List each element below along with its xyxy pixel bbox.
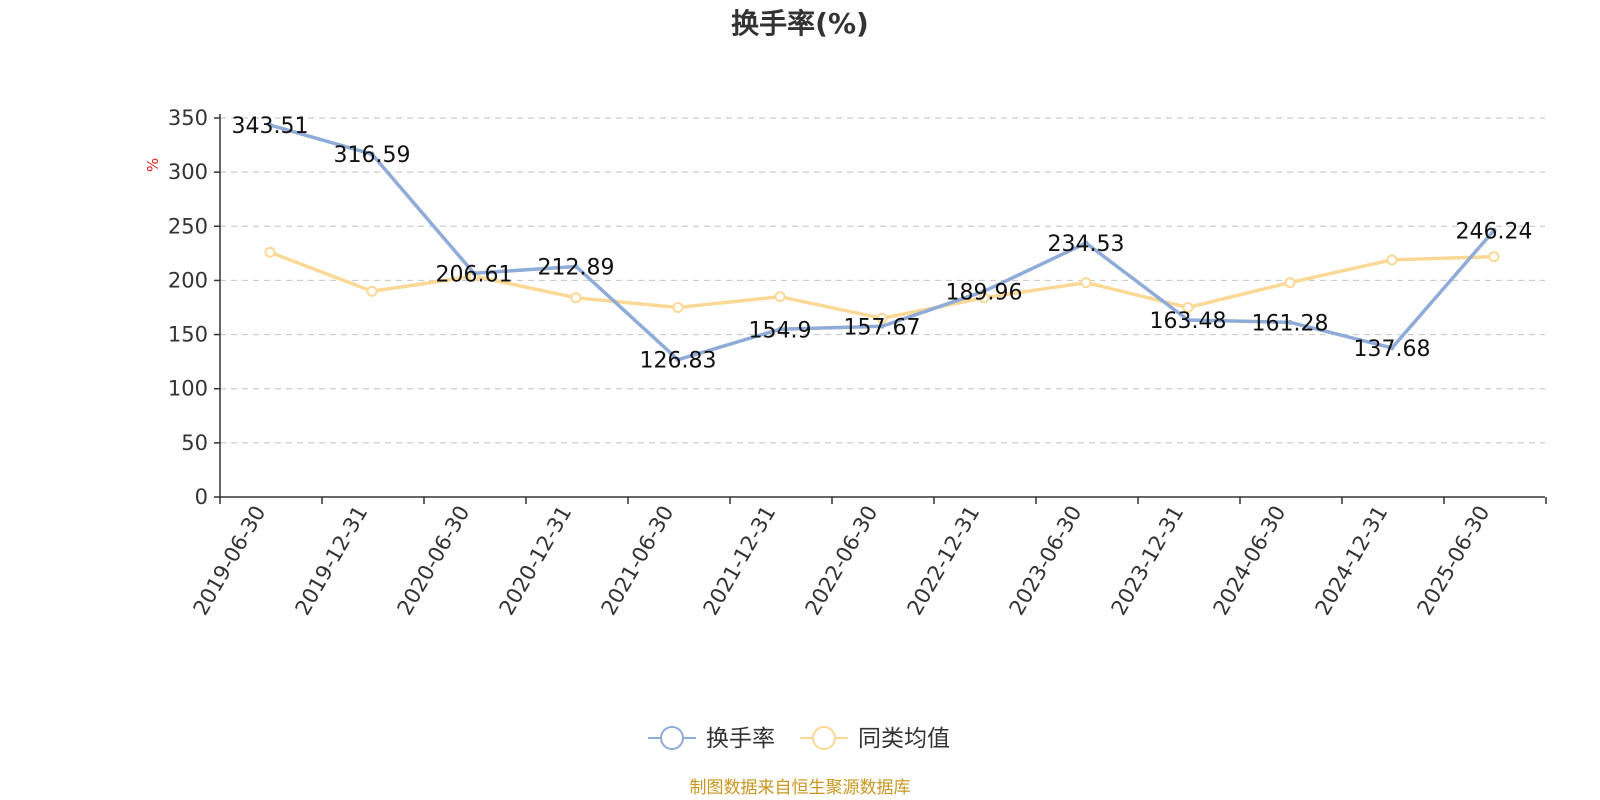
x-tick-label: 2019-12-31: [291, 502, 373, 620]
chart-title: 换手率(%): [731, 7, 869, 40]
series-point: [1491, 227, 1497, 233]
data-label: 154.9: [749, 318, 812, 343]
data-label: 157.67: [844, 315, 921, 340]
x-tick-label: 2024-12-31: [1311, 502, 1393, 620]
data-label: 161.28: [1252, 311, 1329, 336]
data-label: 316.59: [334, 143, 411, 168]
y-tick-label: 250: [168, 214, 208, 238]
data-label: 212.89: [538, 255, 615, 280]
series-point: [267, 122, 273, 128]
series-point: [1488, 251, 1500, 263]
data-label: 343.51: [232, 114, 309, 139]
x-tick-label: 2019-06-30: [189, 502, 271, 620]
y-tick-label: 350: [168, 106, 208, 130]
data-label: 137.68: [1354, 337, 1431, 362]
data-label: 126.83: [640, 349, 717, 374]
x-tick-label: 2023-06-30: [1005, 502, 1087, 620]
legend-marker: [660, 726, 684, 750]
legend-item[interactable]: 换手率: [648, 726, 775, 752]
series-point: [369, 151, 375, 157]
series-point: [570, 292, 582, 304]
data-label: 163.48: [1150, 309, 1227, 334]
y-tick-label: 50: [181, 431, 208, 455]
x-tick-label: 2024-06-30: [1209, 502, 1291, 620]
series-point: [774, 291, 786, 303]
series-point: [1083, 240, 1089, 246]
legend-label: 换手率: [706, 726, 775, 752]
x-tick-label: 2021-06-30: [597, 502, 679, 620]
y-tick-label: 200: [168, 268, 208, 292]
series-point: [876, 312, 888, 324]
series-point: [675, 357, 681, 363]
grid-lines: [220, 117, 1545, 444]
y-axis-unit-label: %: [144, 158, 162, 172]
x-tick-label: 2022-06-30: [801, 502, 883, 620]
y-tick-label: 300: [168, 160, 208, 184]
series-point: [1389, 345, 1395, 351]
axes: 0 50 100 150 200 250 300 350 2019-06-30 2019-12-3…: [168, 106, 1547, 620]
x-tick-label: 2021-12-31: [699, 502, 781, 620]
series-point: [1386, 254, 1398, 266]
series-point: [1080, 277, 1092, 289]
data-labels: 343.51 316.59 206.61 212.89 126.83 154.9 157.6…: [232, 114, 1533, 374]
legend-marker: [812, 726, 836, 750]
series-point: [1284, 277, 1296, 289]
data-label: 246.24: [1456, 219, 1533, 244]
series-point: [366, 285, 378, 297]
data-label: 189.96: [946, 280, 1023, 305]
y-tick-label: 150: [168, 323, 208, 347]
x-tick-label: 2020-12-31: [495, 502, 577, 620]
x-tick-label: 2025-06-30: [1413, 502, 1495, 620]
y-tick-label: 0: [195, 485, 208, 509]
legend[interactable]: 换手率 同类均值: [648, 726, 950, 752]
source-note: 制图数据来自恒生聚源数据库: [690, 778, 911, 798]
data-label: 206.61: [436, 262, 513, 287]
series-point: [1287, 319, 1293, 325]
series-lines: [264, 122, 1500, 363]
data-label: 234.53: [1048, 232, 1125, 257]
series-point: [1182, 302, 1194, 313]
series-point: [573, 263, 579, 269]
series-point: [777, 326, 783, 332]
series-point: [1185, 317, 1191, 323]
legend-label: 同类均值: [858, 726, 950, 752]
x-tick-label: 2023-12-31: [1107, 502, 1189, 620]
series-point: [471, 270, 477, 276]
series-point: [264, 246, 276, 258]
y-tick-label: 100: [168, 377, 208, 401]
series-point: [879, 323, 885, 329]
x-tick-label: 2020-06-30: [393, 502, 475, 620]
legend-item[interactable]: 同类均值: [800, 726, 950, 752]
x-tick-label: 2022-12-31: [903, 502, 985, 620]
series-point: [672, 302, 684, 313]
series-point: [981, 288, 987, 294]
